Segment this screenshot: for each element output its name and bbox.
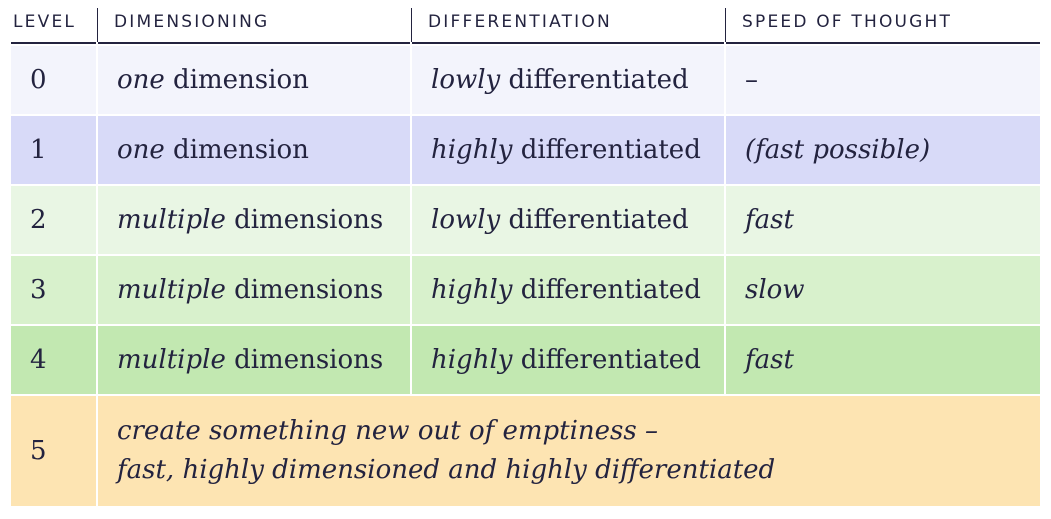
speed-text: fast	[745, 205, 794, 235]
differentiation-text: highly differentiated	[431, 275, 701, 305]
speed-cell: –	[726, 46, 1040, 114]
header-label-level: LEVEL	[13, 12, 77, 32]
speed-text: (fast possible)	[745, 135, 931, 165]
header-label-differentiation: DIFFERENTIATION	[428, 12, 612, 32]
level-cell: 4	[11, 326, 96, 394]
speed-text: slow	[745, 275, 805, 305]
summary-line-2: fast, highly dimensioned and highly diff…	[117, 455, 776, 485]
differentiation-cell: highly differentiated	[412, 326, 724, 394]
speed-cell: slow	[726, 256, 1040, 324]
level-cell: 1	[11, 116, 96, 184]
dimensioning-text: multiple dimensions	[117, 275, 384, 305]
dimensioning-text: one dimension	[117, 65, 309, 95]
differentiation-cell: lowly differentiated	[412, 46, 724, 114]
dimensioning-cell: multiple dimensions	[98, 186, 410, 254]
summary-text: create something new out of emptiness – …	[117, 412, 775, 490]
dimensioning-cell: multiple dimensions	[98, 256, 410, 324]
summary-cell: create something new out of emptiness – …	[98, 396, 1040, 506]
differentiation-text: lowly differentiated	[431, 205, 689, 235]
dimensioning-text: multiple dimensions	[117, 345, 384, 375]
level-cell: 5	[11, 396, 96, 506]
header-label-speed-of-thought: SPEED OF THOUGHT	[742, 12, 953, 32]
level-cell: 0	[11, 46, 96, 114]
speed-text: fast	[745, 345, 794, 375]
differentiation-cell: highly differentiated	[412, 256, 724, 324]
level-cell: 3	[11, 256, 96, 324]
speed-cell: fast	[726, 186, 1040, 254]
dimensioning-cell: one dimension	[98, 46, 410, 114]
speed-text: –	[745, 65, 758, 95]
header-cell-speed-of-thought: SPEED OF THOUGHT	[724, 0, 1040, 44]
speed-cell: (fast possible)	[726, 116, 1040, 184]
differentiation-cell: highly differentiated	[412, 116, 724, 184]
differentiation-text: lowly differentiated	[431, 65, 689, 95]
header-cell-dimensioning: DIMENSIONING	[96, 0, 410, 44]
dimensioning-text: multiple dimensions	[117, 205, 384, 235]
differentiation-cell: lowly differentiated	[412, 186, 724, 254]
header-label-dimensioning: DIMENSIONING	[114, 12, 270, 32]
header-cell-level: LEVEL	[11, 0, 96, 44]
dimensioning-text: one dimension	[117, 135, 309, 165]
differentiation-text: highly differentiated	[431, 135, 701, 165]
dimensioning-cell: multiple dimensions	[98, 326, 410, 394]
speed-cell: fast	[726, 326, 1040, 394]
header-cell-differentiation: DIFFERENTIATION	[410, 0, 724, 44]
summary-line-1: create something new out of emptiness –	[117, 416, 659, 446]
dimensioning-cell: one dimension	[98, 116, 410, 184]
level-cell: 2	[11, 186, 96, 254]
differentiation-text: highly differentiated	[431, 345, 701, 375]
levels-table: LEVEL DIMENSIONING DIFFERENTIATION SPEED…	[11, 0, 1040, 506]
